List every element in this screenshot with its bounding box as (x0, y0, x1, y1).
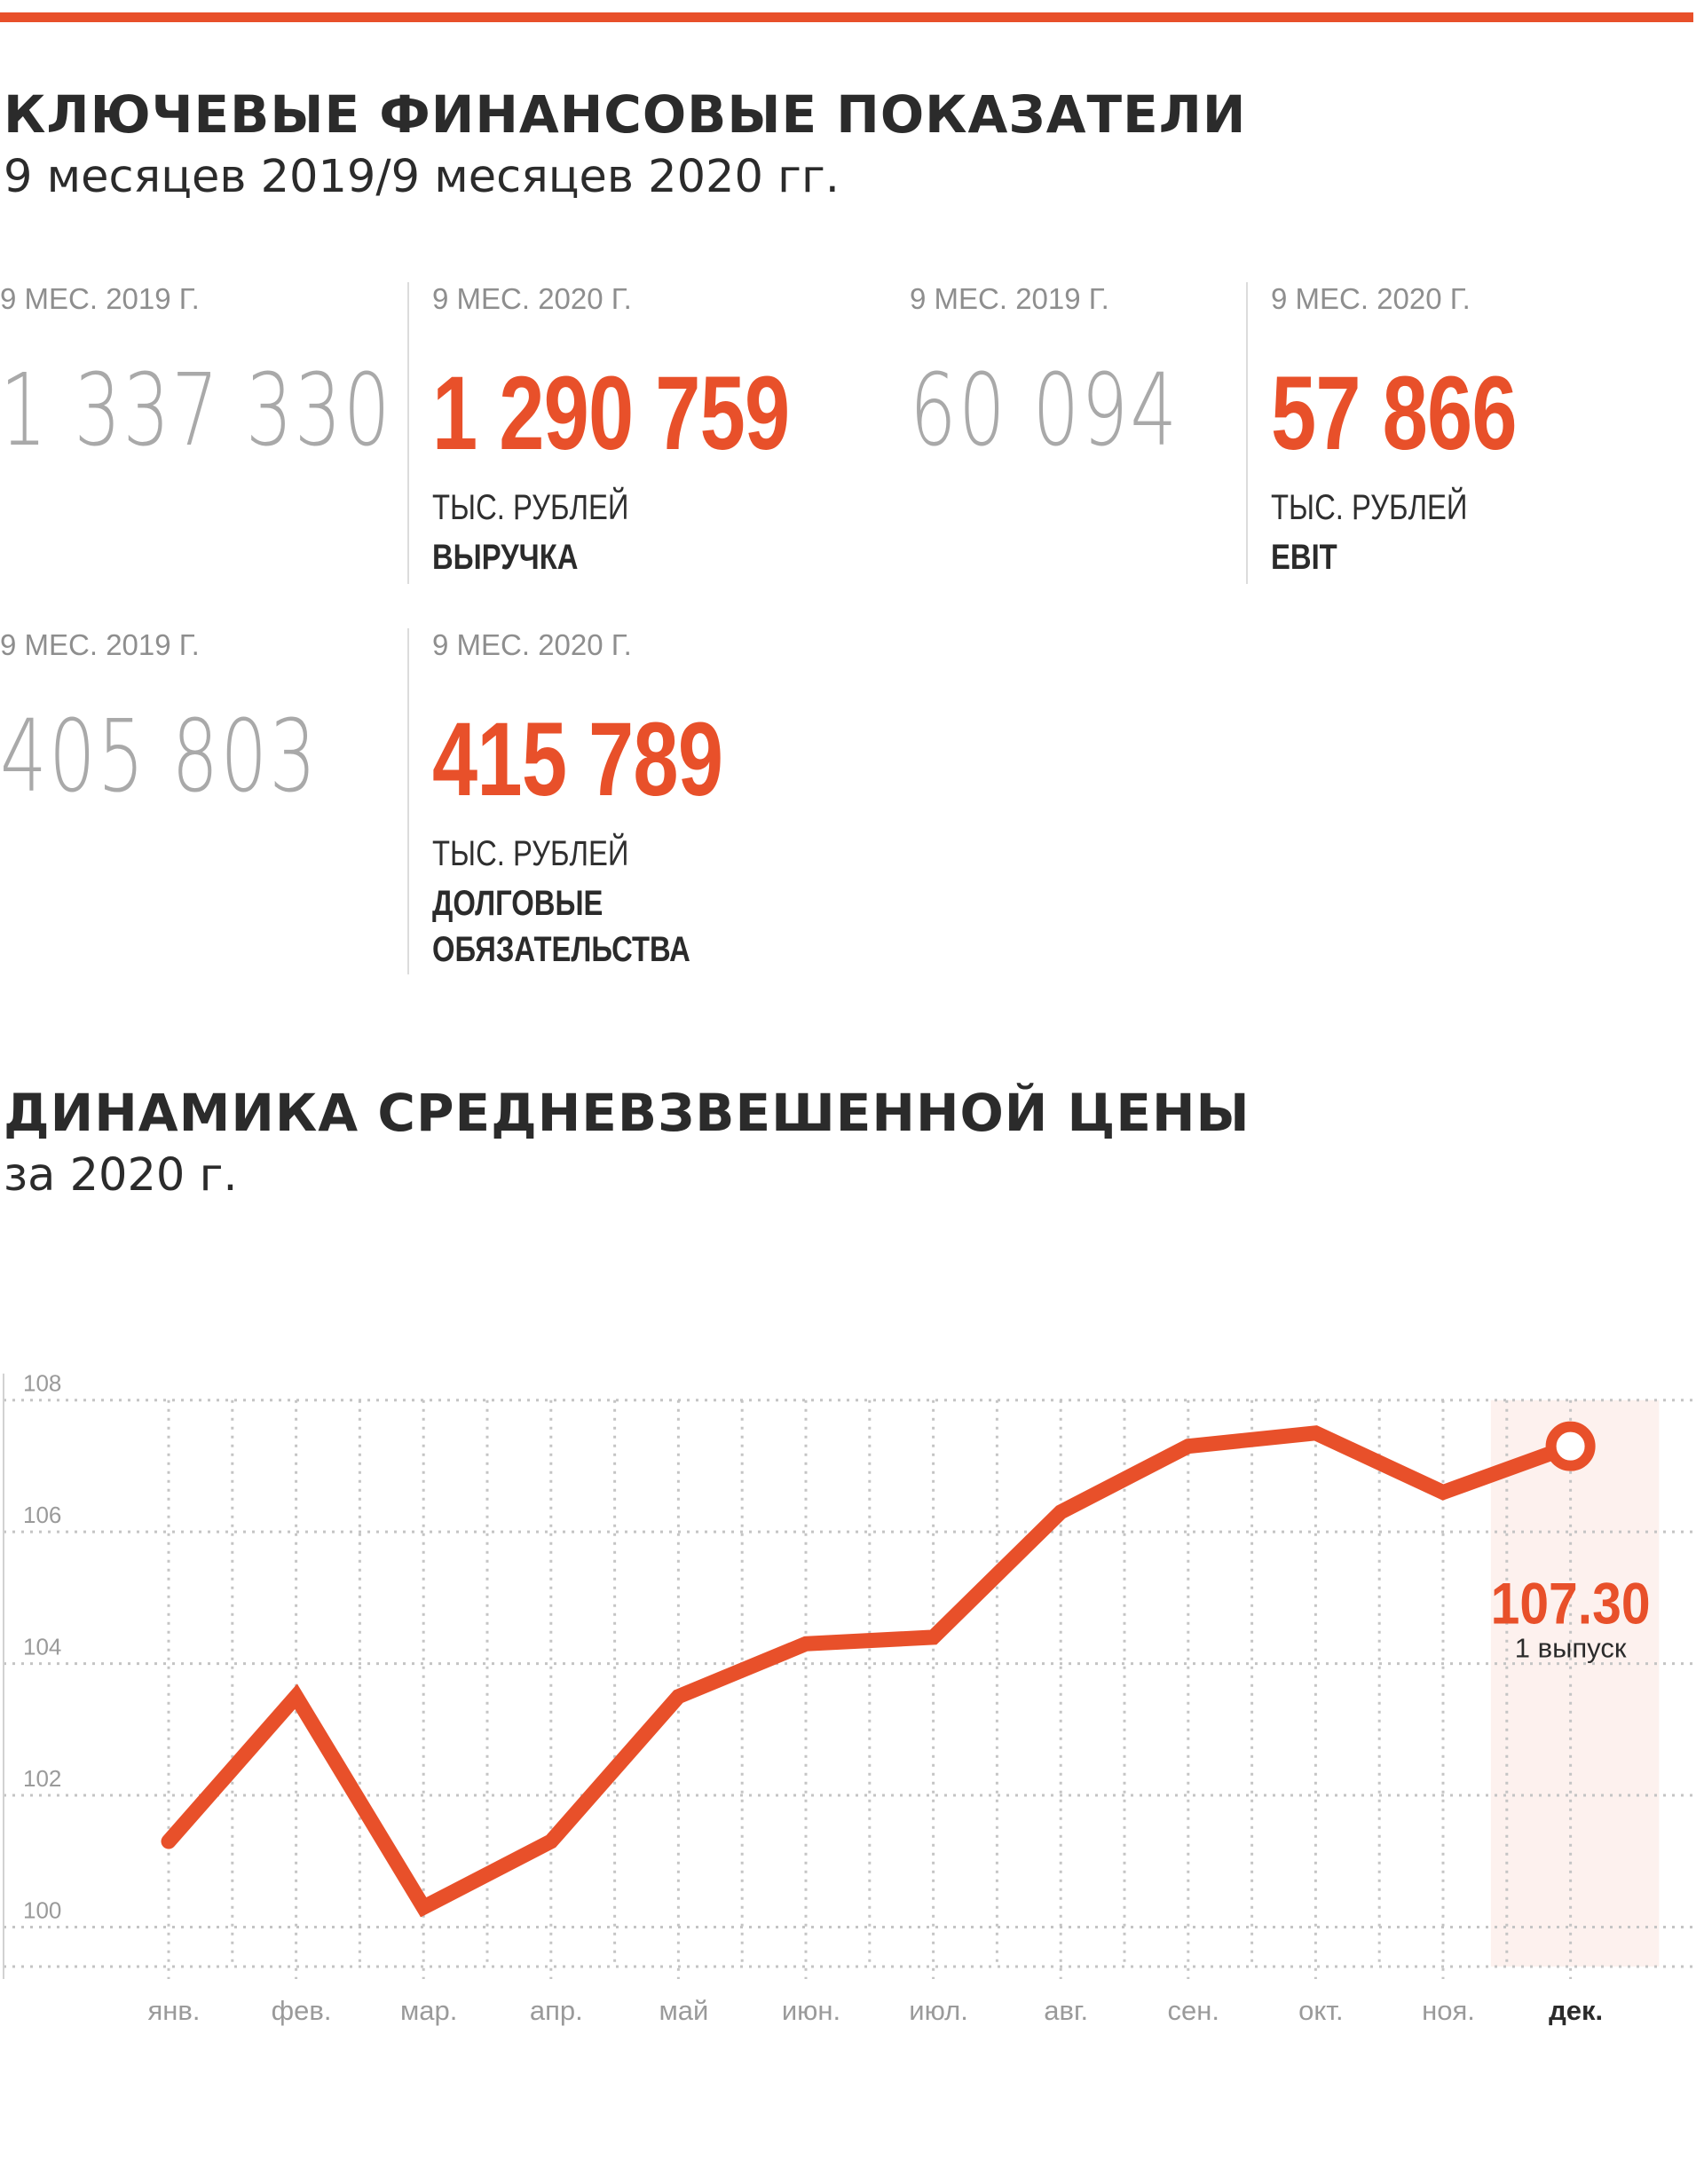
price-line-chart: 100 102 104 106 108 янв. фев. мар. апр. май июн. и… (3, 1370, 1693, 2026)
y-tick-label: 102 (23, 1765, 61, 1792)
kpi-metric-line: ДОЛГОВЫЕ (432, 884, 604, 923)
y-tick-label: 108 (23, 1370, 61, 1397)
last-point-marker (1545, 1421, 1596, 1471)
kpi-metric-name: ВЫРУЧКА (432, 534, 578, 580)
x-tick-label: дек. (1549, 1995, 1603, 2026)
kpi-period-label: 9 МЕС. 2020 Г. (432, 628, 632, 661)
series-line (161, 1425, 1579, 1918)
kpi-value-2019: 1 337 330 (0, 353, 392, 469)
x-tick-label: июл. (909, 1995, 968, 2026)
x-tick-label: фев. (272, 1995, 332, 2026)
kpi-value-2019: 60 094 (910, 353, 1179, 469)
kpi-value-2020: 1 290 759 (432, 355, 790, 472)
x-tick-label: окт. (1298, 1995, 1344, 2026)
kpi-value-2020: 57 866 (1271, 355, 1518, 472)
y-tick-label: 106 (23, 1502, 61, 1528)
kpi-period-label: 9 МЕС. 2019 Г. (910, 282, 1109, 315)
x-tick-label: апр. (530, 1995, 583, 2026)
y-tick-label: 104 (23, 1634, 61, 1660)
callout-value: 107.30 (1491, 1571, 1651, 1636)
kpi-period-label: 9 МЕС. 2020 Г. (432, 282, 632, 315)
kpi-revenue-2020: 9 МЕС. 2020 Г. 1 290 759 ТЫС. РУБЛЕЙ ВЫР… (407, 282, 894, 584)
kpi-unit: ТЫС. РУБЛЕЙ (432, 834, 629, 873)
kpi-value-2020: 415 789 (432, 701, 723, 818)
x-tick-label: янв. (148, 1995, 201, 2026)
x-tick-label: июн. (782, 1995, 840, 2026)
kpi-revenue-2019: 9 МЕС. 2019 Г. 1 337 330 (0, 282, 404, 584)
kpi-metric-line: EBIT (1271, 538, 1337, 577)
section-subtitle-financials: 9 месяцев 2019/9 месяцев 2020 гг. (4, 151, 840, 203)
kpi-debt-2020: 9 МЕС. 2020 Г. 415 789 ТЫС. РУБЛЕЙ ДОЛГО… (407, 628, 894, 974)
section-title-price-dynamics: ДИНАМИКА СРЕДНЕВЗВЕШЕННОЙ ЦЕНЫ (4, 1083, 1250, 1143)
top-accent-rule (0, 12, 1693, 22)
section-subtitle-price-dynamics: за 2020 г. (4, 1149, 238, 1202)
callout-label: 1 выпуск (1515, 1633, 1627, 1664)
highlight-band (1490, 1399, 1660, 1967)
section-title-financials: КЛЮЧЕВЫЕ ФИНАНСОВЫЕ ПОКАЗАТЕЛИ (4, 84, 1247, 145)
kpi-metric-line: ОБЯЗАТЕЛЬСТВА (432, 930, 690, 969)
x-tick-label: ноя. (1422, 1995, 1475, 2026)
kpi-unit: ТЫС. РУБЛЕЙ (1271, 488, 1468, 527)
x-tick-label: сен. (1168, 1995, 1219, 2026)
x-tick-label: май (659, 1995, 708, 2026)
kpi-unit: ТЫС. РУБЛЕЙ (432, 488, 629, 527)
kpi-period-label: 9 МЕС. 2019 Г. (0, 628, 200, 661)
kpi-debt-2019: 9 МЕС. 2019 Г. 405 803 (0, 628, 404, 974)
x-tick-label: авг. (1044, 1995, 1088, 2026)
kpi-ebit-2020: 9 МЕС. 2020 Г. 57 866 ТЫС. РУБЛЕЙ EBIT (1246, 282, 1697, 584)
y-tick-label: 100 (23, 1896, 61, 1923)
kpi-metric-name: ДОЛГОВЫЕ ОБЯЗАТЕЛЬСТВА (432, 880, 690, 973)
kpi-metric-line: ВЫРУЧКА (432, 538, 579, 577)
kpi-value-2019: 405 803 (0, 699, 319, 815)
x-tick-label: мар. (400, 1995, 457, 2026)
kpi-ebit-2019: 9 МЕС. 2019 Г. 60 094 (910, 282, 1238, 584)
kpi-period-label: 9 МЕС. 2019 Г. (0, 282, 200, 315)
kpi-metric-name: EBIT (1271, 534, 1337, 580)
kpi-period-label: 9 МЕС. 2020 Г. (1271, 282, 1471, 315)
